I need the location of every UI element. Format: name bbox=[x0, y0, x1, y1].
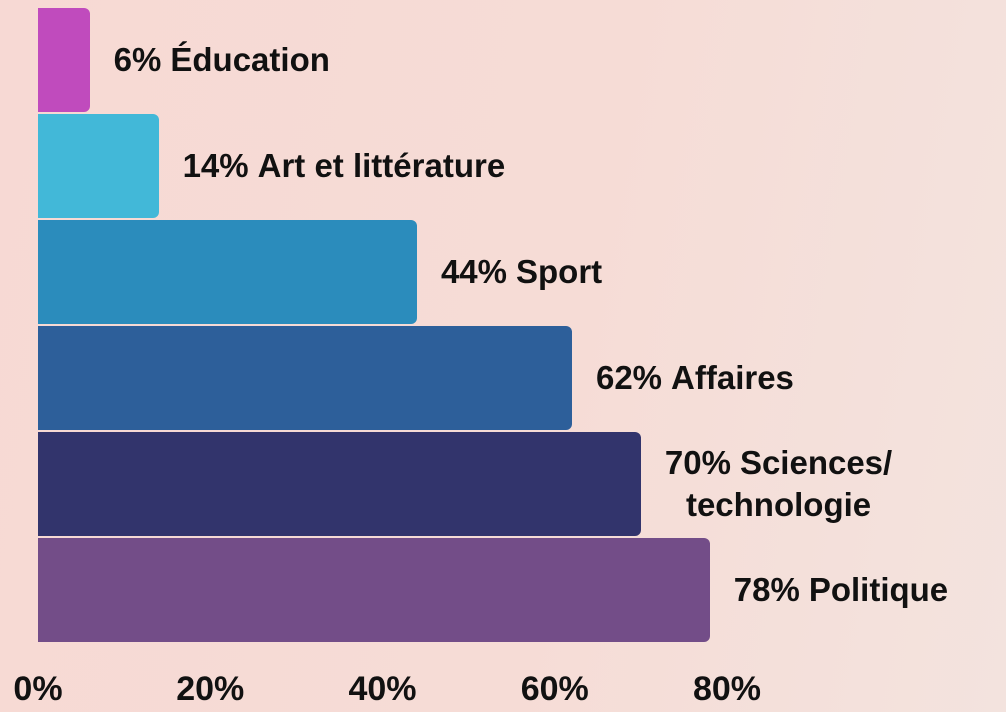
value-label: 78% bbox=[733, 571, 800, 608]
value-label: 14% bbox=[182, 147, 249, 184]
x-tick-label: 0% bbox=[13, 670, 63, 708]
x-tick-label: 20% bbox=[176, 670, 245, 708]
x-tick-label: 60% bbox=[520, 670, 589, 708]
bar-label: 62% Affaires bbox=[596, 357, 794, 399]
value-label: 70% bbox=[664, 444, 731, 481]
category-label: Sciences/ technologie bbox=[685, 444, 893, 523]
bar-label: 14% Art et littérature bbox=[183, 145, 506, 187]
category-label: Art et littérature bbox=[257, 147, 506, 184]
bar-label: 6% Éducation bbox=[114, 39, 330, 81]
bar bbox=[38, 538, 710, 642]
bar bbox=[38, 8, 90, 112]
bar bbox=[38, 114, 159, 218]
category-label: Politique bbox=[808, 571, 949, 608]
bar bbox=[38, 432, 641, 536]
value-label: 44% bbox=[440, 253, 507, 290]
category-label: Éducation bbox=[170, 41, 330, 78]
bar-label: 44% Sport bbox=[441, 251, 602, 293]
category-label: Affaires bbox=[671, 359, 794, 396]
bar-label: 70% Sciences/ technologie bbox=[665, 442, 892, 526]
bar bbox=[38, 220, 417, 324]
bar-label: 78% Politique bbox=[734, 569, 948, 611]
x-tick-label: 80% bbox=[692, 670, 762, 708]
value-label: 6% bbox=[113, 41, 162, 78]
bar bbox=[38, 326, 572, 430]
x-tick-label: 40% bbox=[348, 670, 417, 708]
category-label: Sport bbox=[516, 253, 603, 290]
value-label: 62% bbox=[595, 359, 663, 396]
